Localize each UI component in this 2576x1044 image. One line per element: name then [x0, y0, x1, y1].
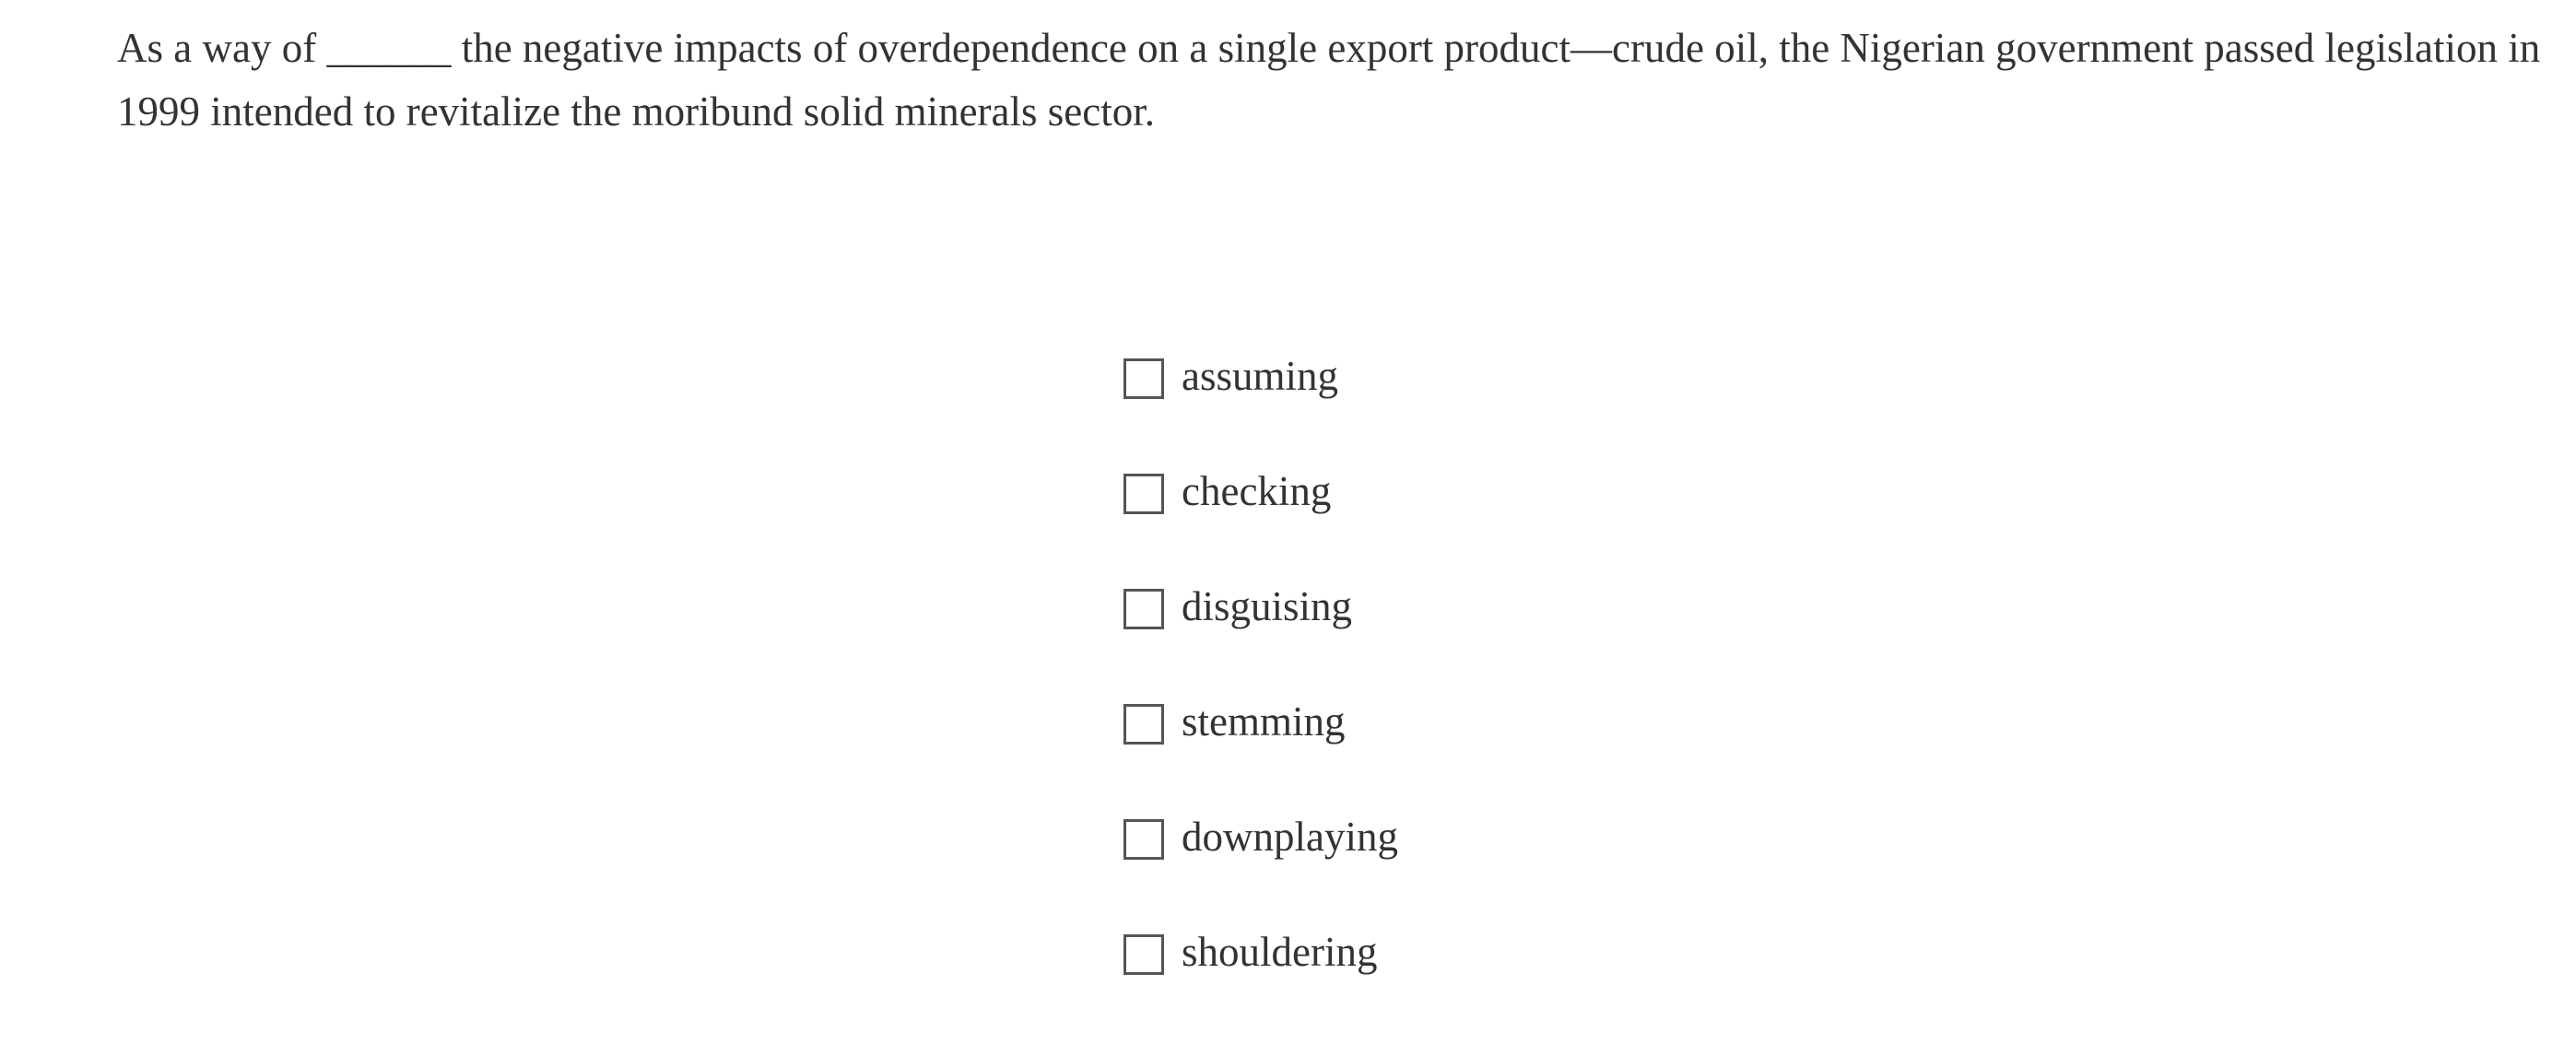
checkbox[interactable]: [1123, 819, 1164, 860]
option-label: downplaying: [1182, 814, 1398, 860]
option-label: checking: [1182, 468, 1332, 514]
question-text-start: As a way of: [117, 25, 327, 71]
checkbox[interactable]: [1123, 934, 1164, 975]
answer-blank: ______: [326, 25, 452, 71]
option-downplaying[interactable]: downplaying: [1123, 814, 1398, 929]
option-shouldering[interactable]: shouldering: [1123, 929, 1398, 1044]
option-stemming[interactable]: stemming: [1123, 698, 1398, 814]
checkbox[interactable]: [1123, 474, 1164, 514]
checkbox[interactable]: [1123, 704, 1164, 745]
question-text: As a way of ______ the negative impacts …: [117, 17, 2550, 144]
option-label: disguising: [1182, 583, 1353, 629]
question-text-end: the negative impacts of overdependence o…: [117, 25, 2541, 135]
option-label: shouldering: [1182, 929, 1378, 975]
option-assuming[interactable]: assuming: [1123, 353, 1398, 468]
option-label: assuming: [1182, 353, 1339, 399]
answer-options: assuming checking disguising stemming do…: [1123, 353, 1398, 1044]
checkbox[interactable]: [1123, 358, 1164, 399]
option-checking[interactable]: checking: [1123, 468, 1398, 583]
checkbox[interactable]: [1123, 589, 1164, 629]
option-disguising[interactable]: disguising: [1123, 583, 1398, 698]
option-label: stemming: [1182, 698, 1346, 745]
